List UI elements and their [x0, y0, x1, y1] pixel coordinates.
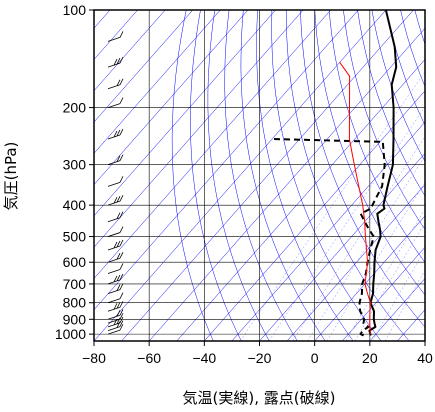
y-axis-label: 気圧(hPa)	[2, 142, 20, 211]
isotherm-line	[231, 121, 425, 341]
y-tick-label: 900	[63, 311, 87, 327]
dry-adiabat-line	[357, 10, 425, 197]
x-tick-label: −20	[248, 350, 272, 366]
mixing-ratio-line	[326, 181, 425, 341]
wind-barb	[108, 10, 110, 11]
isotherm-line	[259, 152, 425, 341]
dry-adiabat-line	[314, 10, 425, 296]
wind-barb	[107, 292, 124, 304]
y-tick-label: 100	[63, 2, 87, 18]
y-tick-label: 200	[63, 100, 87, 116]
dry-adiabat-line	[285, 10, 410, 341]
isotherm-line	[204, 90, 425, 341]
mixing-ratio-line	[292, 136, 425, 341]
dry-adiabat-line	[328, 10, 425, 263]
dry-adiabat-line	[240, 10, 326, 341]
wind-barb	[107, 154, 124, 166]
dry-adiabat-line	[207, 10, 270, 341]
wind-barb	[107, 226, 124, 237]
dry-adiabat-line	[371, 10, 425, 162]
y-tick-label: 500	[63, 229, 87, 245]
isotherm-line	[424, 340, 425, 341]
wind-barb	[107, 309, 124, 320]
wind-barb	[107, 97, 124, 108]
wind-barb	[107, 263, 124, 274]
isotherm-line	[342, 246, 425, 341]
x-tick-label: −60	[137, 350, 161, 366]
wind-barbs	[107, 10, 124, 335]
x-tick-label: 40	[417, 350, 433, 366]
grid-layer: 15101520g	[94, 10, 435, 341]
wind-barb	[107, 301, 124, 312]
isotherm-line	[94, 10, 331, 279]
dry-adiabat-line	[171, 10, 214, 341]
dewpoint-series-line	[272, 138, 386, 337]
mixing-ratio-line	[307, 155, 425, 341]
dry-adiabat-line	[300, 10, 425, 328]
temperature-series-line	[368, 10, 398, 336]
isotherm-line	[94, 10, 304, 248]
mixing-ratio-line	[239, 71, 425, 341]
wind-barb	[107, 323, 124, 335]
isotherm-line	[94, 10, 276, 217]
wind-barb	[107, 312, 124, 324]
isotherm-line	[148, 27, 425, 341]
wind-barb	[107, 56, 124, 68]
isotherm-line	[397, 309, 425, 341]
isotherm-line	[94, 10, 387, 341]
isotherm-line	[369, 278, 425, 341]
x-tick-label: −80	[82, 350, 106, 366]
wind-barb	[107, 176, 124, 187]
isotherm-line	[94, 10, 193, 123]
y-tick-label: 300	[63, 157, 87, 173]
x-tick-label: 0	[311, 350, 319, 366]
wind-barb	[107, 194, 124, 206]
y-tick-label: 700	[63, 276, 87, 292]
isotherm-line	[314, 215, 425, 341]
isotherm-line	[94, 10, 359, 311]
wind-barb	[107, 128, 124, 140]
x-tick-label: 20	[362, 350, 378, 366]
x-axis-label: 気温(実線), 露点(破線)	[183, 389, 336, 407]
isotherm-line	[121, 10, 414, 341]
wind-barb	[107, 252, 124, 263]
dry-adiabat-line	[190, 10, 242, 341]
dry-adiabat-line	[429, 10, 435, 341]
wind-barb	[107, 31, 124, 42]
y-tick-label: 600	[63, 254, 87, 270]
y-tick-label: 1000	[55, 326, 86, 342]
mixing-ratio-line	[268, 106, 425, 341]
dry-adiabat-line	[256, 10, 354, 341]
dry-adiabat-line	[224, 10, 298, 341]
mixing-ratio-line	[372, 249, 425, 341]
wind-barb	[107, 283, 124, 295]
isotherm-line	[94, 10, 166, 92]
dry-adiabat-line	[343, 10, 425, 230]
isotherm-line	[94, 10, 221, 154]
axis-ticks: −80 −60 −40 −20 0 20 40 100 200 300 400 500 600 700 80…	[55, 2, 433, 366]
wind-barb	[107, 211, 124, 223]
wind-barb	[107, 320, 124, 331]
y-tick-label: 800	[63, 295, 87, 311]
isotherm-line	[176, 59, 425, 341]
isotherm-line	[286, 184, 425, 341]
isotherm-line	[94, 10, 249, 185]
mixing-ratio-line	[384, 269, 425, 341]
series-layer	[272, 10, 398, 337]
dry-adiabat-line	[385, 10, 425, 126]
parcel-series-line	[339, 62, 371, 335]
wind-barb	[107, 273, 124, 285]
wind-barb	[107, 239, 124, 251]
y-tick-label: 400	[63, 197, 87, 213]
x-tick-label: −40	[192, 350, 216, 366]
wind-barb	[107, 78, 124, 90]
